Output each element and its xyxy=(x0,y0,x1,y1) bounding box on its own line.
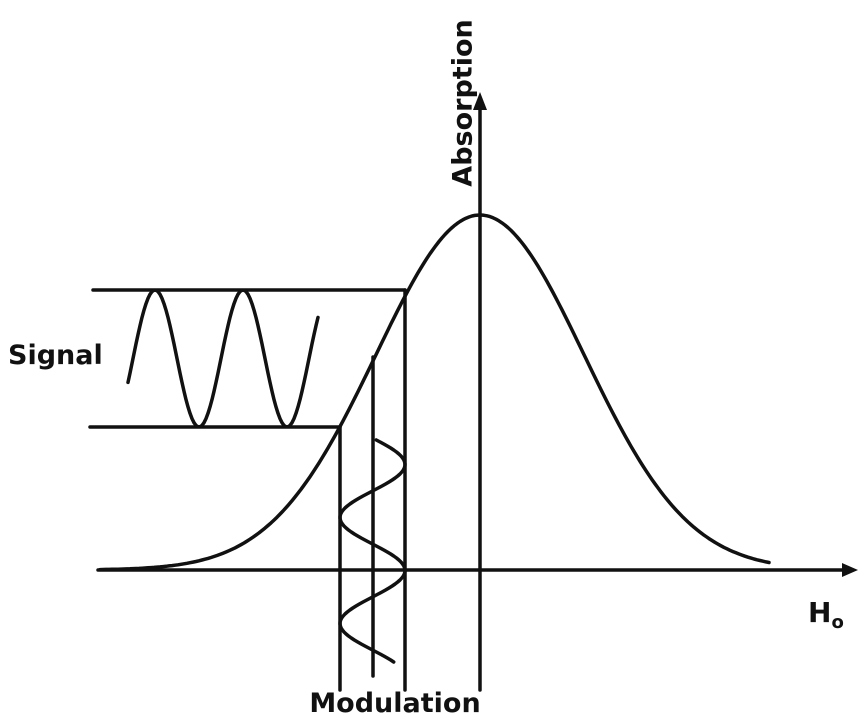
y-axis-arrow xyxy=(473,92,487,110)
x-axis-label: Ho xyxy=(808,596,844,633)
y-axis-label: Absorption xyxy=(448,19,479,186)
x-axis-arrow xyxy=(842,563,858,577)
x-axis-label-main: H xyxy=(808,596,831,629)
absorption-curve xyxy=(98,213,771,572)
signal-wave xyxy=(126,288,320,429)
x-axis-label-subscript: o xyxy=(831,612,843,633)
signal-label: Signal xyxy=(8,340,103,371)
modulation-wave xyxy=(338,438,407,664)
modulation-label: Modulation xyxy=(309,688,480,719)
